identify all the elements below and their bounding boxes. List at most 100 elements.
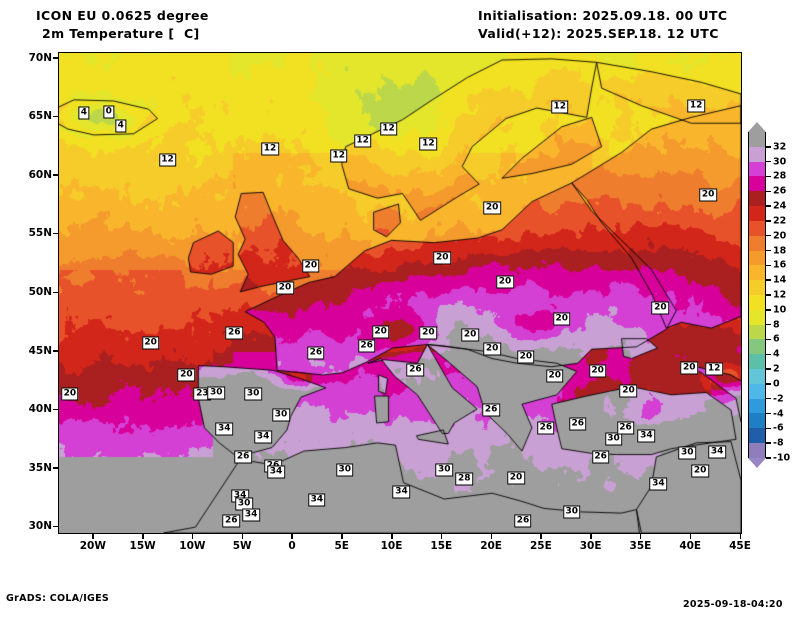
model-title: ICON EU 0.0625 degree [36, 8, 209, 23]
colorbar-tick-mark [766, 397, 771, 400]
colorbar-band [749, 132, 765, 147]
longitude-tick-mark [341, 533, 343, 539]
initialisation-label: Initialisation: 2025.09.18. 00 UTC [478, 8, 728, 23]
colorbar-band [749, 220, 765, 236]
colorbar-tick-mark [766, 205, 771, 207]
latitude-tick-label: 60N [28, 168, 52, 181]
latitude-tick-mark [53, 408, 59, 411]
colorbar-tick-label: 2 [773, 363, 780, 375]
colorbar-tick-label: -10 [773, 452, 791, 464]
longitude-tick-mark [440, 533, 443, 539]
colorbar-band [749, 339, 765, 355]
colorbar-band [749, 443, 765, 458]
colorbar-band [749, 250, 765, 266]
colorbar-tick-mark [766, 220, 771, 222]
colorbar-tick-mark [766, 457, 771, 459]
colorbar-band [749, 354, 765, 369]
longitude-tick-mark [590, 533, 592, 539]
colorbar-tick-mark [766, 175, 771, 178]
colorbar-tick-label: 16 [773, 259, 787, 271]
colorbar-tick-mark [766, 368, 771, 370]
latitude-tick-mark [53, 467, 59, 469]
render-timestamp: 2025-09-18-04:20 [683, 599, 783, 610]
longitude-tick-label: 25E [529, 540, 552, 552]
latitude-tick-label: 55N [28, 227, 52, 240]
colorbar-band [749, 146, 765, 162]
latitude-tick-mark [53, 525, 59, 528]
colorbar-tick-label: 14 [773, 274, 787, 286]
longitude-tick-mark [689, 533, 692, 539]
colorbar-tick-mark [766, 383, 771, 385]
longitude-tick-label: 5W [232, 540, 252, 552]
longitude-tick-label: 0 [288, 540, 296, 552]
colorbar-band [749, 265, 765, 281]
colorbar-tick-label: 22 [773, 215, 787, 227]
colorbar-tick-label: 18 [773, 245, 787, 257]
longitude-tick-label: 15E [430, 540, 453, 552]
colorbar-band [749, 309, 765, 325]
colorbar-tick-label: 24 [773, 200, 787, 212]
colorbar-tick-label: 26 [773, 185, 787, 197]
colorbar-tick-label: 32 [773, 141, 787, 153]
grads-credit: GrADS: COLA/IGES [6, 593, 110, 604]
latitude-tick-mark [53, 232, 59, 235]
colorbar-tick-mark [766, 264, 771, 267]
longitude-tick-label: 45E [729, 540, 751, 552]
longitude-tick-label: 30E [579, 540, 602, 552]
colorbar-tick-mark [766, 249, 771, 252]
colorbar-band [749, 383, 765, 399]
latitude-tick-mark [53, 57, 59, 59]
longitude-tick-mark [739, 533, 741, 539]
colorbar-tick-label: 28 [773, 170, 787, 182]
longitude-tick-label: 40E [679, 540, 702, 552]
colorbar-band [749, 176, 765, 192]
longitude-tick-mark [241, 533, 244, 539]
longitude-tick-mark [191, 533, 194, 539]
latitude-tick-label: 70N [28, 51, 52, 64]
colorbar-band [749, 369, 765, 384]
map-plot-area: 4 0 4 12 12 12 12 12 12 12 12 20 20 20 20 20 20 20 20 20 20 2… [58, 52, 742, 534]
temperature-colorbar: 32 30 28 26 24 22 20 18 16 14 12 10 8 6 4 2 0 -2 -4 -6 -8 -10 [748, 122, 790, 468]
colorbar-tick-mark [766, 234, 771, 237]
colorbar-over-arrow-icon [748, 122, 766, 132]
longitude-tick-mark [291, 533, 293, 539]
colorbar-tick-label: 30 [773, 156, 787, 168]
colorbar-band [749, 398, 765, 414]
colorbar-tick-label: -4 [773, 408, 784, 420]
colorbar-tick-mark [766, 146, 771, 148]
latitude-tick-label: 45N [28, 344, 52, 357]
colorbar-tick-mark [766, 190, 771, 193]
longitude-tick-mark [639, 533, 642, 539]
colorbar-strip [748, 132, 766, 458]
colorbar-under-arrow-icon [748, 458, 766, 468]
colorbar-tick-label: -6 [773, 422, 784, 434]
colorbar-band [749, 324, 765, 340]
longitude-tick-mark [92, 533, 94, 539]
colorbar-tick-mark [766, 323, 771, 326]
colorbar-tick-mark [766, 279, 771, 281]
latitude-tick-label: 40N [28, 403, 52, 416]
latitude-tick-mark [53, 115, 59, 118]
colorbar-tick-mark [766, 412, 771, 415]
longitude-tick-label: 35E [629, 540, 652, 552]
colorbar-tick-mark [766, 309, 771, 311]
colorbar-tick-label: 20 [773, 230, 787, 242]
colorbar-tick-mark [766, 442, 771, 444]
colorbar-tick-label: 12 [773, 289, 787, 301]
latitude-tick-label: 30N [28, 520, 52, 533]
longitude-tick-mark [142, 533, 144, 539]
colorbar-tick-mark [766, 160, 771, 163]
colorbar-tick-label: -2 [773, 393, 784, 405]
temperature-field-canvas [59, 53, 741, 533]
latitude-tick-label: 50N [28, 286, 52, 298]
longitude-tick-mark [391, 533, 393, 539]
latitude-tick-label: 35N [28, 461, 52, 474]
colorbar-band [749, 413, 765, 429]
colorbar-band [749, 235, 765, 251]
colorbar-band [749, 294, 765, 310]
colorbar-tick-label: 6 [773, 333, 780, 345]
colorbar-tick-mark [766, 353, 771, 356]
colorbar-tick-mark [766, 294, 771, 296]
longitude-tick-label: 10E [380, 540, 403, 552]
